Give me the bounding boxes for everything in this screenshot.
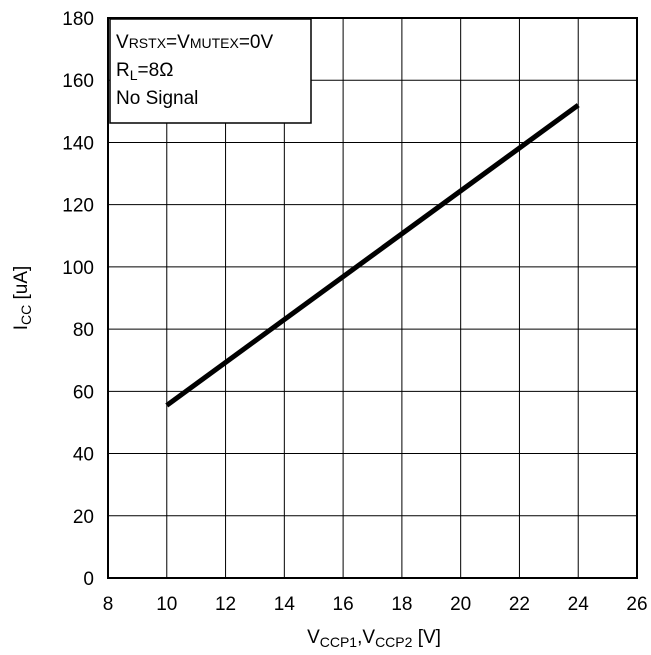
annotation-line-2: RL=8Ω [116, 60, 173, 83]
y-axis-title: ICC [uA] [11, 266, 34, 331]
x-tick-label: 22 [509, 594, 530, 615]
y-tick-label: 120 [62, 196, 94, 217]
y-tick-label: 80 [73, 320, 94, 341]
x-tick-label: 24 [568, 594, 590, 615]
x-tick-label: 18 [391, 594, 412, 615]
x-tick-label: 8 [103, 594, 114, 615]
y-tick-labels: 0 20 40 60 80 100 120 140 160 180 [62, 9, 94, 590]
x-tick-label: 20 [450, 594, 471, 615]
y-tick-label: 140 [62, 133, 94, 154]
y-tick-label: 180 [62, 9, 94, 30]
x-tick-label: 14 [274, 594, 296, 615]
x-tick-label: 16 [333, 594, 354, 615]
x-tick-label: 12 [215, 594, 236, 615]
x-tick-label: 10 [156, 594, 177, 615]
y-tick-label: 160 [62, 71, 94, 92]
annotation-frame [109, 18, 312, 124]
x-tick-labels: 8 10 12 14 16 18 20 22 24 26 [103, 594, 648, 615]
plot-frame [107, 17, 638, 579]
y-tick-label: 100 [62, 258, 94, 279]
y-tick-label: 0 [83, 569, 94, 590]
y-tick-label: 20 [73, 507, 94, 528]
x-axis-title: VCCP1,VCCP2 [V] [307, 627, 441, 650]
series-line-1 [165, 103, 580, 408]
y-tick-label: 60 [73, 382, 94, 403]
annotation-box: VRSTX=VMUTEX=0V RL=8Ω No Signal [109, 18, 312, 124]
annotation-line-3: No Signal [116, 88, 198, 109]
annotation-line-1: VRSTX=VMUTEX=0V [116, 32, 273, 53]
y-tick-label: 40 [73, 445, 94, 466]
x-tick-label: 26 [626, 594, 647, 615]
series-layer [165, 103, 580, 408]
